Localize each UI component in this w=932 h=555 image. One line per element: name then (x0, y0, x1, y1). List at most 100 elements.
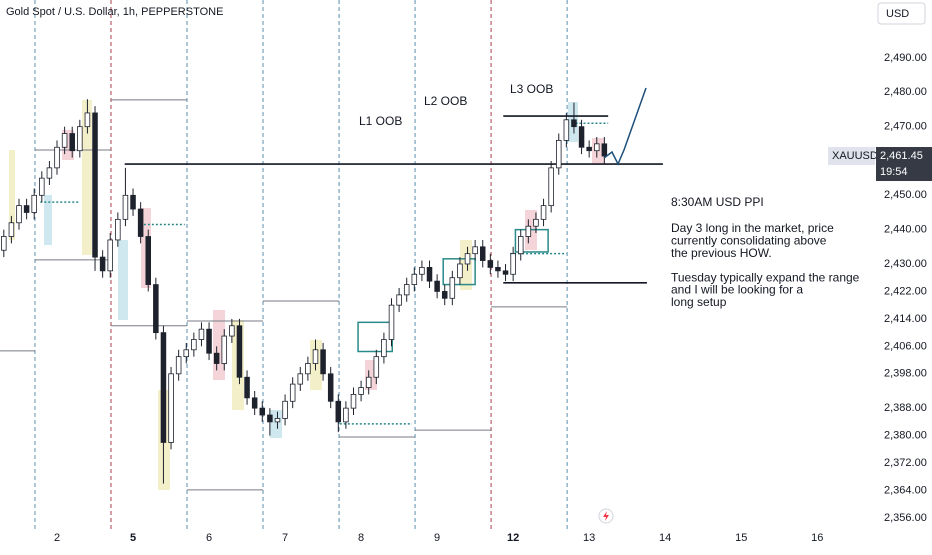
candle-body (411, 273, 418, 285)
candle-body (191, 339, 197, 351)
candle-body (464, 253, 471, 265)
band (9, 150, 15, 240)
candle-body (31, 194, 37, 213)
candle-body (16, 205, 22, 224)
candle-body (373, 356, 380, 378)
x-tick-label: 14 (659, 532, 671, 544)
note-line: the previous HOW. (671, 246, 772, 260)
candle-body (343, 407, 349, 423)
x-tick-label: 12 (507, 532, 519, 544)
currency-button[interactable] (877, 2, 926, 25)
candle-body (487, 260, 494, 268)
currency[interactable]: USD (886, 8, 909, 20)
x-tick-label: 15 (735, 532, 747, 544)
flash-icon-bolt[interactable] (603, 511, 609, 521)
projection-arrow (603, 87, 647, 166)
candle-body (69, 133, 75, 152)
candle-body (115, 218, 121, 241)
candle-body (358, 387, 364, 395)
x-tick-label: 9 (434, 532, 440, 544)
candle-body (320, 349, 326, 375)
candle-body (502, 270, 509, 275)
candle-body (1, 236, 7, 251)
drawings (0, 99, 663, 491)
candle-body (282, 400, 288, 419)
candle-body (130, 194, 136, 210)
last-price: XAUUSD 2,461.45 19:54 (828, 147, 932, 182)
candle-body (495, 267, 501, 272)
candle-body (92, 112, 98, 258)
x-tick-label: 8 (358, 532, 364, 544)
candle-body (289, 383, 296, 402)
y-tick-label: 2,388.00 (884, 402, 927, 414)
candle-body (548, 167, 554, 207)
candle-body (388, 304, 395, 340)
note-line: long setup (671, 295, 727, 309)
candle-body (274, 418, 281, 423)
band (118, 240, 128, 320)
candle-body (426, 267, 433, 282)
candle-body (335, 400, 342, 423)
candle-body (122, 194, 129, 220)
candle-body (540, 205, 547, 220)
note-line: currently consolidating above (671, 233, 827, 247)
last-price-label: 2,461.45 (880, 150, 923, 162)
candle-body (396, 294, 402, 306)
candle-body (403, 284, 410, 296)
candle-body (23, 205, 30, 213)
candle-body (449, 277, 456, 299)
symbol-title: Gold Spot / U.S. Dollar, 1h, PEPPERSTONE (6, 6, 223, 18)
x-tick-label: 2 (54, 532, 60, 544)
band (82, 100, 92, 255)
band (44, 195, 52, 245)
y-tick-label: 2,372.00 (884, 457, 927, 469)
candle-body (175, 356, 182, 375)
candle-body (441, 291, 448, 299)
note: 8:30AM USD PPI Day 3 long in the market,… (671, 195, 860, 309)
x-tick-label: 13 (583, 532, 595, 544)
axis-bg (875, 0, 932, 550)
candle-body (236, 325, 243, 378)
x-tick-label: 16 (811, 532, 823, 544)
candle-body (571, 119, 577, 128)
candle-body (183, 349, 190, 358)
candle-body (99, 256, 106, 272)
candle-body (61, 133, 68, 148)
y-tick-label: 2,422.00 (884, 285, 927, 297)
candle-body (244, 376, 250, 399)
y-tick-label: 2,450.00 (884, 189, 927, 201)
x-tick-label: 7 (282, 532, 288, 544)
y-tick-label: 2,364.00 (884, 484, 927, 496)
note-line: Tuesday typically expand the range (671, 270, 860, 284)
candle-body (510, 253, 516, 275)
y-tick-label: 2,490.00 (884, 52, 927, 64)
x-tick-label: 6 (206, 532, 212, 544)
candle-body (350, 394, 357, 409)
candle-body (251, 397, 258, 409)
note-title: 8:30AM USD PPI (671, 195, 764, 209)
annotation: L1 OOB (359, 114, 402, 128)
candle-body (305, 363, 311, 375)
candle-body (39, 177, 45, 196)
candles (1, 99, 608, 484)
candle-body (267, 414, 273, 423)
candle-body (601, 143, 608, 157)
x-tick-label: 5 (130, 532, 136, 544)
candle-body (472, 246, 478, 255)
price-axis: 2,356.00 2,364.00 2,372.00 2,380.00 2,388.00… (875, 0, 932, 550)
candle-body (365, 376, 372, 388)
grid (34, 0, 568, 530)
band (270, 410, 282, 438)
symbol-label: XAUUSD (832, 150, 878, 162)
candle-body (586, 146, 592, 152)
y-tick-label: 2,414.00 (884, 313, 927, 325)
candle-body (160, 332, 167, 443)
y-tick-label: 2,380.00 (884, 430, 927, 442)
candle-body (419, 267, 425, 275)
symbol-tag (828, 147, 875, 166)
candle-body (221, 335, 228, 364)
candle-body (259, 407, 266, 416)
candle-body (525, 225, 532, 237)
candle-body (578, 126, 585, 148)
note-line: and I will be looking for a (671, 283, 803, 297)
